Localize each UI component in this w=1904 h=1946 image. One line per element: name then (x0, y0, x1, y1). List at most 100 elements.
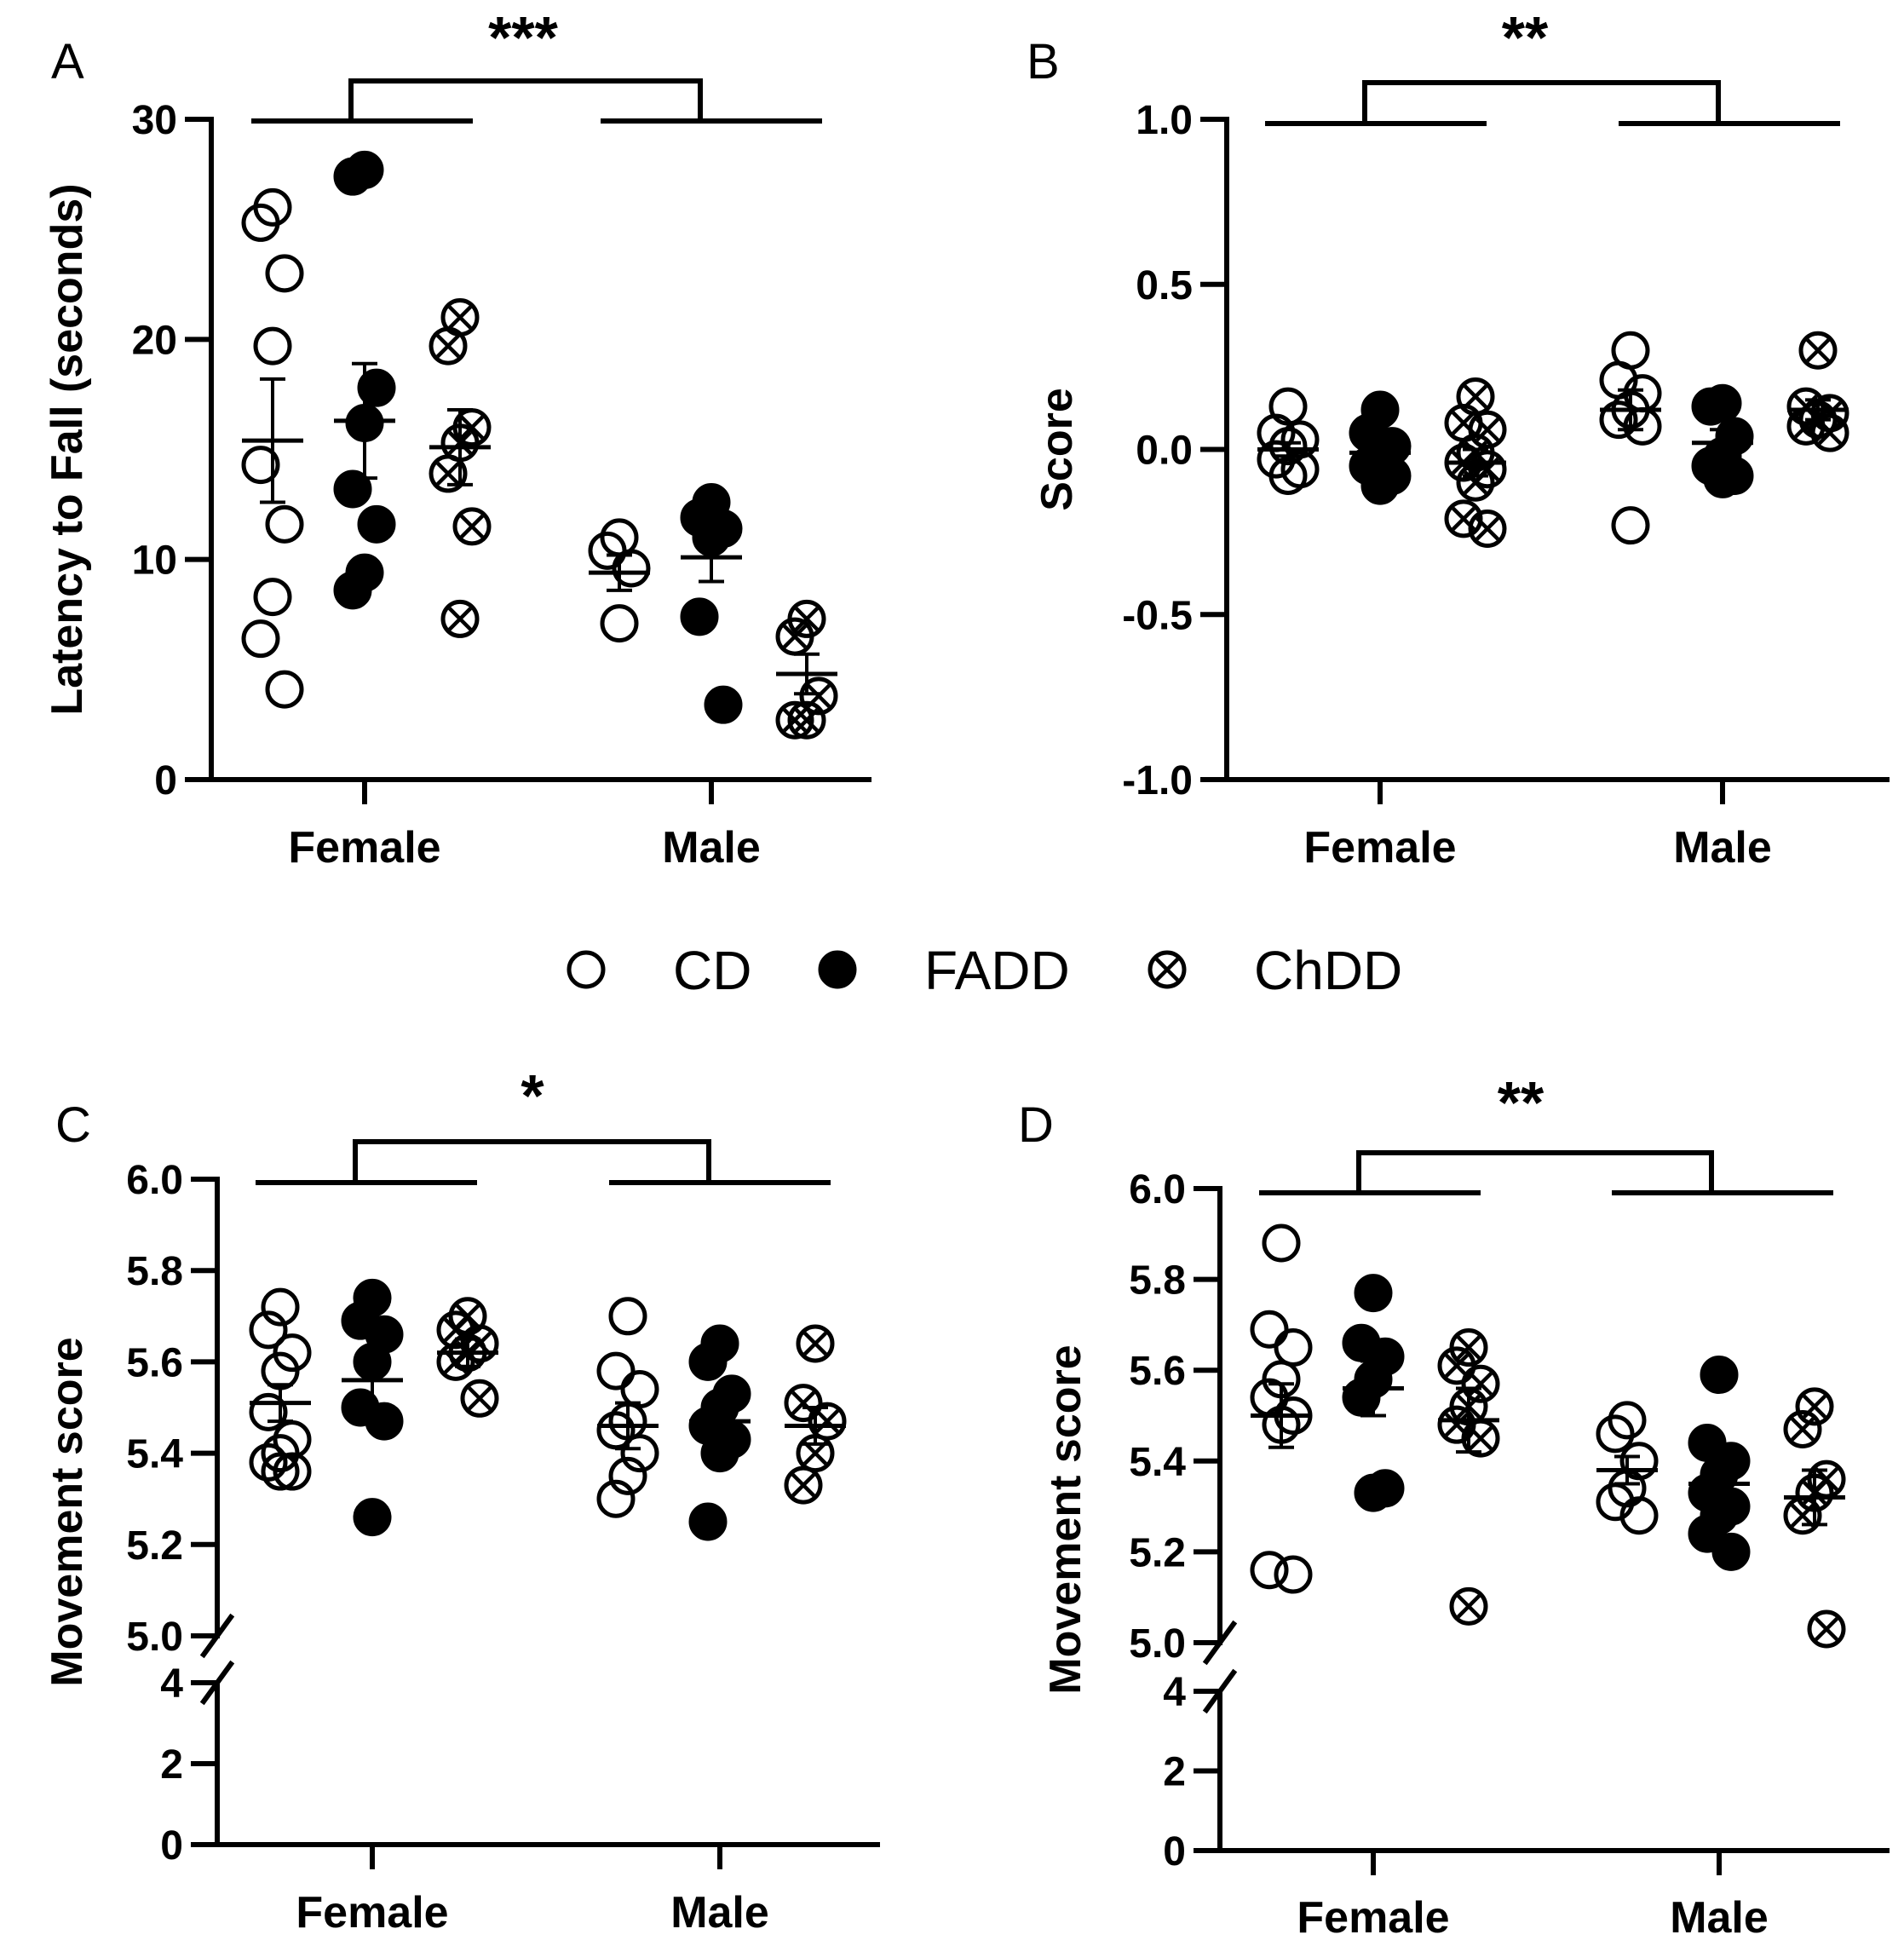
data-point-cd-female (241, 446, 280, 485)
y-tick-label: 5.8 (126, 1249, 183, 1294)
legend-label: CD (673, 940, 751, 1001)
data-point-cd-male (1599, 400, 1638, 440)
panel-letter: A (51, 34, 84, 89)
y-tick-label: 5.0 (126, 1615, 183, 1660)
panel-C: C 0 2 45.0 5.2 5.4 5.6 5.8 6.0 Female Male Movement… (43, 1062, 880, 1937)
data-point-cd-male (1596, 1414, 1635, 1454)
data-point-cd-male (612, 549, 651, 588)
significance-stars: ** (1502, 4, 1549, 71)
data-point-cd-female (1262, 1223, 1301, 1263)
legend-label: FADD (924, 940, 1070, 1001)
significance-bracket: *** (251, 4, 822, 124)
data-point-cd-female (1250, 1551, 1289, 1590)
data-point-fadd-female (357, 368, 396, 407)
significance-bracket: * (256, 1062, 831, 1185)
data-points (241, 150, 838, 740)
axes: 0 2 45.0 5.2 5.4 5.6 5.8 6.0 Female Male (1129, 1167, 1890, 1943)
data-point-cd-female (253, 326, 292, 366)
data-point-fadd-male (1700, 1356, 1739, 1395)
data-point-cd-male (1611, 506, 1650, 545)
y-tick-label: 20 (132, 318, 177, 363)
data-point-fadd-female (353, 1498, 392, 1537)
bracket (353, 1139, 711, 1183)
significance-stars: *** (488, 4, 558, 71)
open-circle-icon (567, 950, 606, 989)
data-point-cd-female (1268, 457, 1308, 495)
axes: 0 10 20 30 Female Male (132, 98, 871, 872)
data-point-fadd-male (704, 685, 743, 724)
data-point-cd-female (1250, 1310, 1289, 1349)
data-point-cd-female (1274, 1328, 1313, 1367)
x-tick-label-male: Male (1673, 823, 1772, 872)
legend: CD FADD ChDD (567, 940, 1402, 1001)
y-tick-label: 5.2 (1129, 1530, 1186, 1575)
y-tick-label: -0.5 (1122, 593, 1193, 638)
y-tick-label: 5.4 (126, 1432, 183, 1477)
data-point-fadd-male (1691, 387, 1730, 426)
panel-letter: B (1027, 34, 1060, 89)
legend-item-chdd: ChDD (1148, 940, 1402, 1001)
y-tick-label: 5.0 (1129, 1621, 1186, 1667)
data-point-cd-male (596, 1351, 636, 1390)
data-point-chdd-female (440, 599, 480, 638)
y-tick-label: 5.6 (1129, 1349, 1186, 1394)
y-axis-title: Score (1033, 388, 1082, 511)
panel-letter: C (55, 1097, 91, 1153)
y-tick-label: 4 (1163, 1670, 1186, 1715)
data-point-cd-male (620, 1434, 659, 1473)
data-point-fadd-female (365, 1402, 404, 1441)
data-point-fadd-female (1360, 466, 1400, 505)
data-point-chdd-male (1810, 413, 1849, 452)
legend-item-fadd: FADD (818, 940, 1070, 1001)
panel-D: D 0 2 45.0 5.2 5.4 5.6 5.8 6.0 Female Male Movement… (1018, 1069, 1890, 1943)
data-point-chdd-male (784, 1384, 823, 1423)
x-tick-label-female: Female (296, 1888, 448, 1937)
x-tick-label-male: Male (662, 823, 761, 872)
data-point-chdd-female (460, 1379, 499, 1418)
y-axis-title: Latency to Fall (seconds) (43, 183, 92, 715)
y-tick-label: 5.4 (1129, 1440, 1186, 1485)
data-point-chdd-female (429, 454, 468, 493)
data-point-cd-female (1268, 427, 1308, 466)
data-point-fadd-male (688, 1502, 728, 1541)
data-point-fadd-female (1354, 1473, 1393, 1512)
y-tick-label: 0 (160, 1823, 183, 1868)
filled-circle-icon (818, 950, 857, 989)
data-point-cd-female (273, 1452, 312, 1491)
y-tick-label: 6.0 (1129, 1167, 1186, 1212)
axes: 0 2 45.0 5.2 5.4 5.6 5.8 6.0 Female Male (126, 1158, 880, 1937)
panel-B: B -1.0 -0.5 0.0 0.5 1.0 Female Male Score ** (1027, 4, 1890, 872)
data-point-fadd-male (1711, 1532, 1751, 1571)
data-point-cd-female (261, 1452, 300, 1491)
y-axis-title: Movement score (1041, 1344, 1090, 1694)
crossed-circle-icon (1148, 950, 1187, 989)
x-tick-label-female: Female (1297, 1893, 1449, 1943)
data-point-cd-female (265, 504, 304, 544)
data-point-fadd-female (1354, 1274, 1393, 1313)
significance-stars: * (521, 1062, 544, 1129)
x-tick-label-male: Male (670, 1888, 769, 1937)
data-point-cd-male (620, 1370, 659, 1409)
y-tick-label: 10 (132, 538, 177, 584)
x-tick-label-female: Female (288, 823, 440, 872)
data-points (1257, 331, 1849, 548)
data-point-cd-male (596, 1479, 636, 1518)
data-point-chdd-female (429, 326, 468, 366)
y-axis-title: Movement score (43, 1337, 92, 1686)
y-tick-label: 2 (160, 1742, 183, 1788)
data-point-cd-female (249, 1310, 288, 1350)
y-tick-label: 5.8 (1129, 1258, 1186, 1304)
data-point-fadd-male (1703, 459, 1742, 498)
data-point-cd-female (253, 578, 292, 617)
significance-bracket: ** (1265, 4, 1840, 126)
data-point-fadd-male (700, 1434, 739, 1473)
data-point-cd-male (1608, 1401, 1647, 1440)
data-point-chdd-male (775, 700, 814, 740)
data-point-chdd-male (1783, 1409, 1822, 1448)
data-points (249, 1278, 847, 1541)
data-point-chdd-male (784, 1465, 823, 1505)
legend-item-cd: CD (567, 940, 751, 1001)
y-tick-label: 2 (1163, 1750, 1186, 1795)
data-point-cd-female (241, 203, 280, 242)
